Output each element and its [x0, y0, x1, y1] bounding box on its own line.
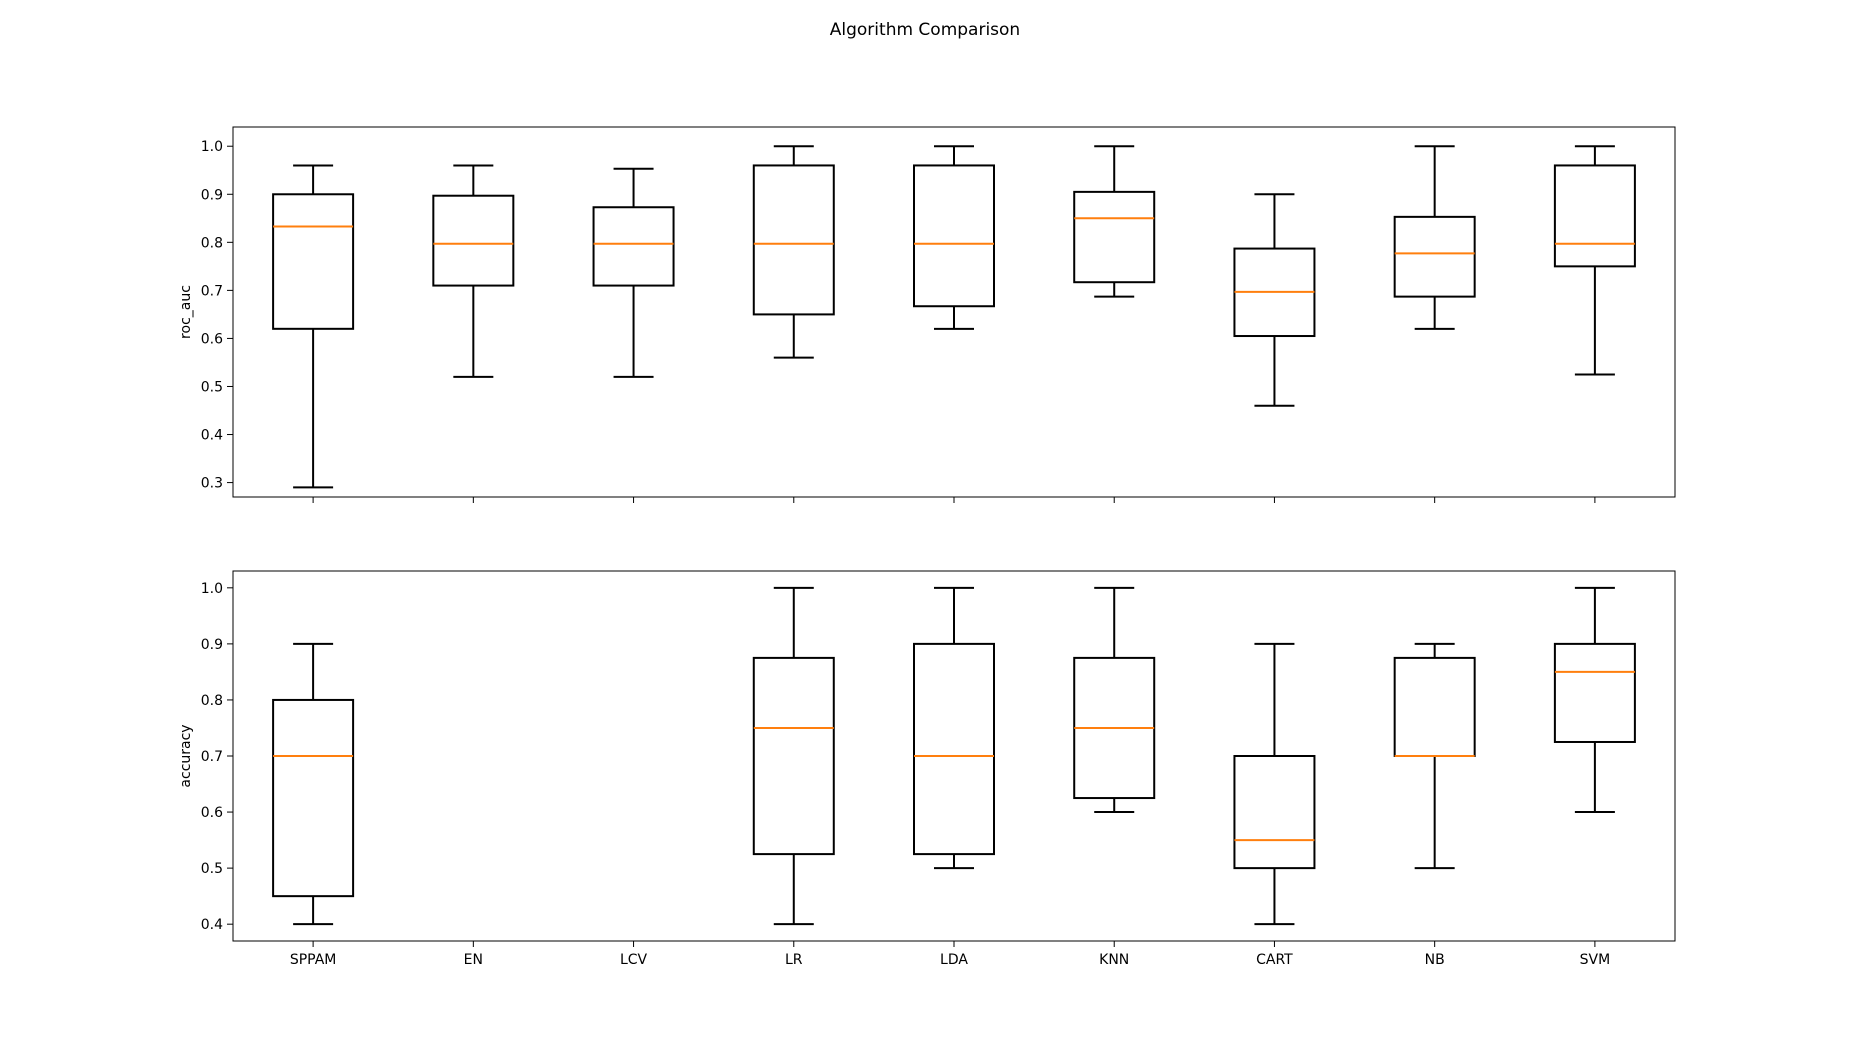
box-lda [913, 145, 995, 330]
accuracy-panel: 0.4 0.5 0.6 0.7 0.8 0.9 1.0 accuracy SPPAM EN LCV L… [178, 570, 1676, 968]
box-iqr [272, 698, 355, 898]
y-tick-label: 0.8 [201, 235, 223, 251]
y-tick-label: 0.4 [201, 428, 223, 444]
box-iqr [913, 642, 995, 856]
box-lr [752, 586, 835, 926]
y-tick-label: 0.6 [201, 331, 223, 347]
box-svm [1553, 145, 1636, 376]
x-tick-label: LCV [620, 952, 648, 968]
figure-title: Algorithm Comparison [830, 20, 1020, 40]
box-iqr [1553, 164, 1636, 268]
box-sppam [272, 642, 355, 926]
box-iqr [1073, 190, 1156, 284]
y-tick-label: 0.7 [201, 283, 223, 299]
x-tick-label: LDA [940, 952, 968, 968]
x-tick-label: CART [1256, 952, 1293, 968]
y-tick-label: 0.7 [201, 749, 223, 765]
y-tick-label: 1.0 [201, 139, 223, 155]
box-nb [1393, 145, 1476, 330]
box-iqr [272, 193, 355, 330]
axes-frame [232, 570, 1676, 942]
box-lcv [592, 167, 675, 378]
x-tick-label: SVM [1580, 952, 1611, 968]
box-cart [1233, 642, 1316, 926]
x-tick-label: SPPAM [290, 952, 337, 968]
box-en [432, 164, 515, 378]
y-tick-label: 0.5 [201, 861, 223, 877]
y-tick-label: 0.4 [201, 917, 223, 933]
box-iqr [752, 656, 835, 856]
box-iqr [752, 164, 835, 316]
box-knn [1073, 586, 1156, 814]
y-tick-label: 0.9 [201, 187, 223, 203]
x-tick-label: KNN [1099, 952, 1129, 968]
y-tick-label: 1.0 [201, 581, 223, 597]
box-nb [1393, 642, 1476, 870]
y-tick-label: 0.3 [201, 476, 223, 492]
y-axis-label: roc_auc [178, 285, 194, 339]
box-lr [752, 145, 835, 359]
box-knn [1073, 145, 1156, 298]
y-tick-label: 0.9 [201, 637, 223, 653]
y-axis-label: accuracy [178, 724, 194, 787]
y-tick-label: 0.8 [201, 693, 223, 709]
box-cart [1233, 193, 1316, 407]
x-tick-label: NB [1425, 952, 1445, 968]
box-iqr [1233, 755, 1316, 870]
box-iqr [592, 206, 675, 287]
box-sppam [272, 164, 355, 489]
box-lda [913, 586, 995, 870]
y-tick-label: 0.6 [201, 805, 223, 821]
roc-auc-panel: 0.3 0.4 0.5 0.6 0.7 0.8 0.9 1.0 roc_auc [178, 126, 1676, 503]
box-iqr [1553, 642, 1636, 743]
box-svm [1553, 586, 1636, 814]
box-iqr [432, 194, 515, 287]
axes-frame [232, 126, 1676, 498]
y-tick-label: 0.5 [201, 379, 223, 395]
box-iqr [913, 164, 995, 308]
x-tick-label: LR [785, 952, 803, 968]
x-tick-label: EN [464, 952, 483, 968]
box-iqr [1393, 215, 1476, 298]
